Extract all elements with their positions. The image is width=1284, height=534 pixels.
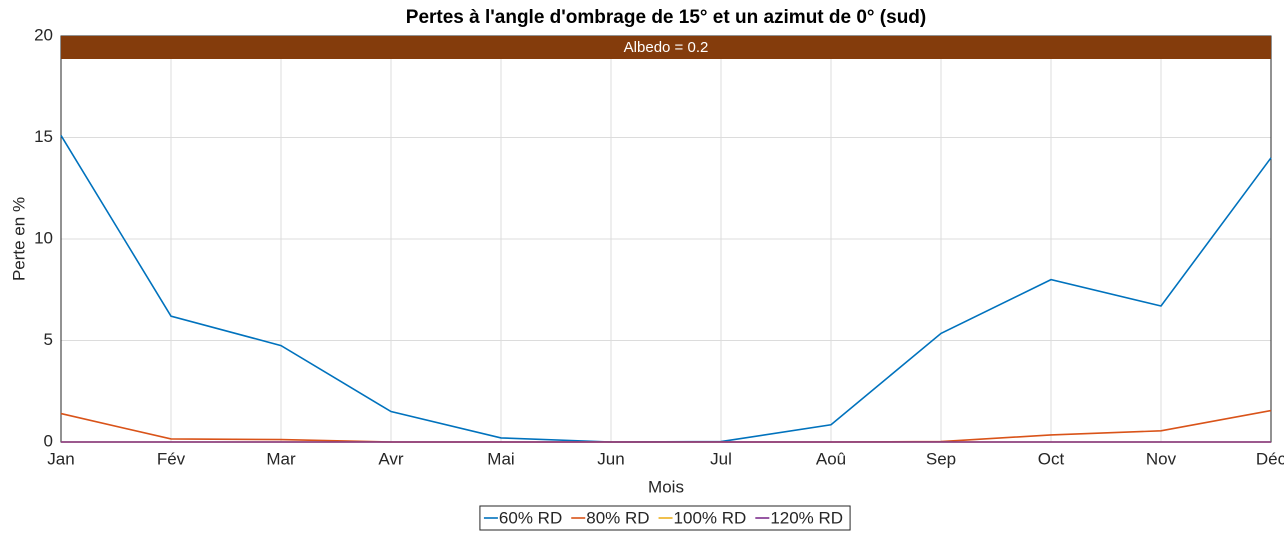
x-axis-label: Mois <box>648 477 684 496</box>
y-axis-label: Perte en % <box>9 197 28 281</box>
x-tick-label: Fév <box>157 449 186 468</box>
annotation: Albedo = 0.2 <box>624 39 709 56</box>
y-tick-label: 10 <box>34 228 53 247</box>
x-tick-label: Déc <box>1256 449 1284 468</box>
annotation-band <box>61 36 1271 59</box>
legend-label: 100% RD <box>674 508 747 527</box>
x-tick-label: Jan <box>47 449 74 468</box>
x-tick-label: Sep <box>926 449 956 468</box>
y-tick-label: 0 <box>44 431 53 450</box>
legend-label: 60% RD <box>499 508 562 527</box>
x-tick-label: Oct <box>1038 449 1065 468</box>
y-tick-label: 5 <box>44 330 53 349</box>
x-tick-label: Jul <box>710 449 732 468</box>
x-tick-label: Jun <box>597 449 624 468</box>
y-tick-label: 20 <box>34 25 53 44</box>
x-tick-label: Nov <box>1146 449 1177 468</box>
legend-label: 120% RD <box>770 508 843 527</box>
y-tick-label: 15 <box>34 127 53 146</box>
x-tick-label: Mar <box>266 449 296 468</box>
series-line <box>60 409 1272 443</box>
x-tick-label: Aoû <box>816 449 846 468</box>
x-tick-label: Mai <box>487 449 514 468</box>
legend-label: 80% RD <box>586 508 649 527</box>
series-line <box>60 135 1272 443</box>
chart-title: Pertes à l'angle d'ombrage de 15° et un … <box>406 7 926 28</box>
x-tick-label: Avr <box>378 449 404 468</box>
